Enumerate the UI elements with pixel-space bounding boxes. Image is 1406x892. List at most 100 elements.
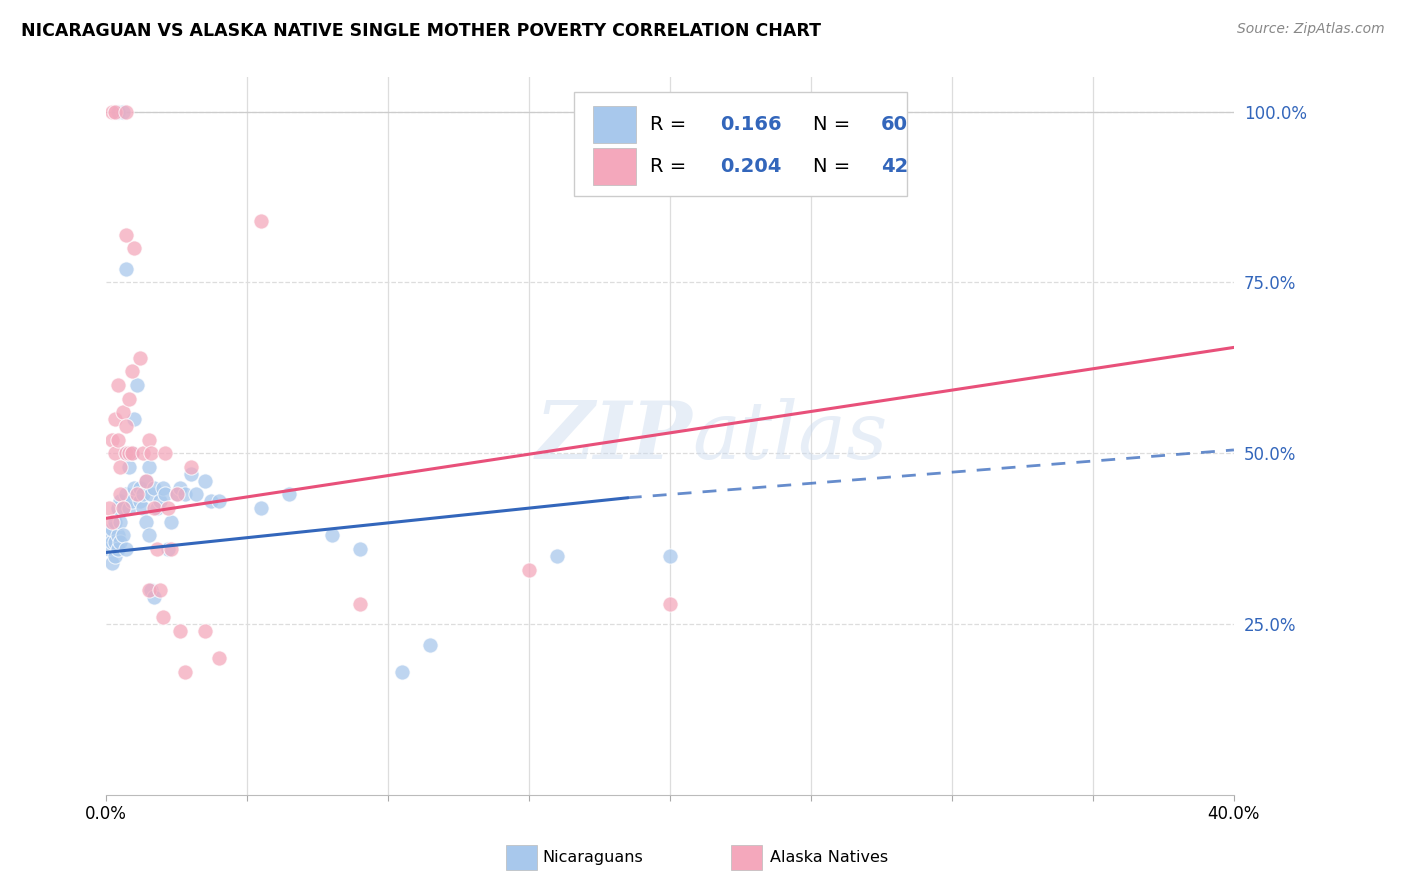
Point [180, 467, 202, 481]
Point [169, 624, 191, 638]
Point [101, 515, 124, 529]
Point [127, 487, 149, 501]
Point [98, 501, 121, 516]
FancyBboxPatch shape [574, 92, 907, 196]
Point [419, 638, 441, 652]
Text: 0.204: 0.204 [720, 157, 782, 176]
Point [112, 501, 135, 516]
Point [160, 515, 183, 529]
Point [138, 528, 160, 542]
Point [155, 446, 177, 460]
Point [124, 412, 146, 426]
Point [152, 610, 174, 624]
Point [186, 487, 208, 501]
Text: 0.166: 0.166 [720, 115, 782, 135]
Text: NICARAGUAN VS ALASKA NATIVE SINGLE MOTHER POVERTY CORRELATION CHART: NICARAGUAN VS ALASKA NATIVE SINGLE MOTHE… [21, 22, 821, 40]
Point [349, 597, 371, 611]
Point [166, 487, 188, 501]
Point [208, 494, 231, 508]
Point [115, 419, 138, 434]
Point [107, 541, 129, 556]
Text: Alaska Natives: Alaska Natives [770, 850, 889, 864]
Point [138, 460, 160, 475]
Point [104, 549, 127, 563]
Point [155, 487, 177, 501]
Point [124, 481, 146, 495]
Text: ZIP: ZIP [536, 398, 693, 475]
Point [110, 494, 132, 508]
Point [141, 582, 163, 597]
Point [115, 541, 138, 556]
Point [135, 474, 157, 488]
Point [208, 651, 231, 665]
Point [160, 541, 183, 556]
Point [115, 446, 138, 460]
Point [110, 515, 132, 529]
Text: Nicaraguans: Nicaraguans [543, 850, 644, 864]
Point [101, 522, 124, 536]
Text: N =: N = [813, 157, 856, 176]
Point [138, 433, 160, 447]
Text: N =: N = [813, 115, 856, 135]
Point [349, 541, 371, 556]
Point [132, 501, 155, 516]
Text: R =: R = [650, 115, 692, 135]
Point [112, 405, 135, 419]
Point [115, 261, 138, 276]
Point [132, 487, 155, 501]
Point [104, 515, 127, 529]
Point [104, 412, 127, 426]
Point [101, 535, 124, 549]
Point [138, 582, 160, 597]
Point [146, 541, 169, 556]
Point [659, 549, 682, 563]
Point [132, 446, 155, 460]
Point [107, 378, 129, 392]
Point [391, 665, 413, 679]
Point [107, 433, 129, 447]
Point [112, 501, 135, 516]
Point [143, 590, 166, 604]
Point [121, 446, 143, 460]
Text: 60: 60 [882, 115, 908, 135]
Text: R =: R = [650, 157, 692, 176]
Point [129, 481, 152, 495]
Point [107, 104, 129, 119]
Point [152, 481, 174, 495]
Text: 42: 42 [882, 157, 908, 176]
Point [200, 494, 222, 508]
Point [101, 104, 124, 119]
Point [129, 494, 152, 508]
Point [118, 501, 141, 516]
Point [121, 446, 143, 460]
Point [143, 481, 166, 495]
Point [517, 562, 540, 576]
Point [115, 104, 138, 119]
Point [141, 446, 163, 460]
Point [118, 460, 141, 475]
Point [121, 364, 143, 378]
Point [546, 549, 568, 563]
Point [146, 501, 169, 516]
Point [112, 104, 135, 119]
Point [115, 487, 138, 501]
Point [115, 227, 138, 242]
Point [110, 460, 132, 475]
Point [141, 487, 163, 501]
Point [250, 501, 273, 516]
Point [149, 494, 172, 508]
Bar [593, 106, 637, 144]
Point [101, 433, 124, 447]
Point [98, 528, 121, 542]
Point [129, 351, 152, 365]
Point [107, 501, 129, 516]
Point [149, 582, 172, 597]
Point [127, 378, 149, 392]
Point [180, 460, 202, 475]
Point [135, 474, 157, 488]
Point [104, 446, 127, 460]
Bar [593, 148, 637, 185]
Point [121, 494, 143, 508]
Point [157, 501, 180, 516]
Point [118, 392, 141, 406]
